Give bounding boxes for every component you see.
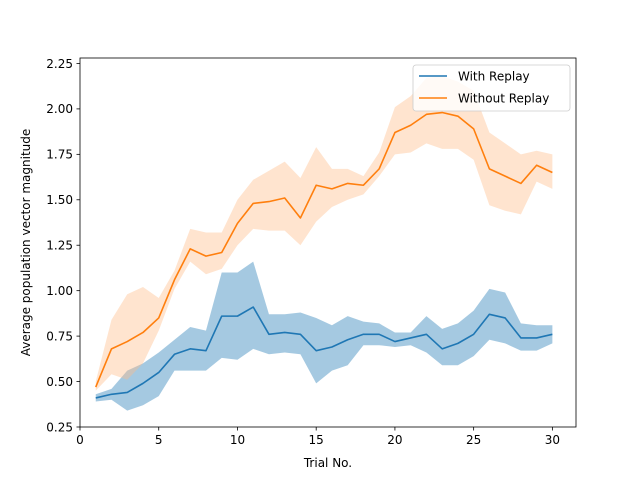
legend-box [412,64,571,112]
x-axis-label: Trial No. [303,456,352,470]
legend-label-without-replay: Without Replay [458,91,549,105]
x-tick-label: 15 [309,433,324,447]
legend: With Replay Without Replay [412,64,571,112]
x-tick-label: 30 [545,433,560,447]
without-replay-band [95,76,553,391]
y-tick-label: 1.75 [46,148,73,162]
with-replay-line [95,306,553,399]
series-lines [95,111,553,399]
x-tick-label: 25 [466,433,481,447]
legend-label-with-replay: With Replay [458,69,530,83]
y-axis-label: Average population vector magnitude [19,129,33,357]
y-tick-label: 0.50 [46,375,73,389]
x-tick-label: 5 [155,433,163,447]
y-tick-label: 1.25 [46,239,73,253]
y-tick-label: 2.25 [46,57,73,71]
without-replay-line [95,111,553,388]
y-tick-label: 1.00 [46,284,73,298]
x-tick-label: 20 [387,433,402,447]
x-axis-ticks: 0 5 10 15 20 25 30 [76,427,560,447]
confidence-bands [95,76,553,411]
x-tick-label: 10 [230,433,245,447]
y-tick-label: 2.00 [46,102,73,116]
with-replay-band [95,261,553,411]
plot-frame [79,57,577,428]
y-axis-ticks: 0.25 0.50 0.75 1.00 1.25 1.50 1.75 2.00 2.25 [46,57,80,434]
x-tick-label: 0 [76,433,84,447]
y-tick-label: 0.75 [46,329,73,343]
y-tick-label: 1.50 [46,193,73,207]
y-tick-label: 0.25 [46,420,73,434]
